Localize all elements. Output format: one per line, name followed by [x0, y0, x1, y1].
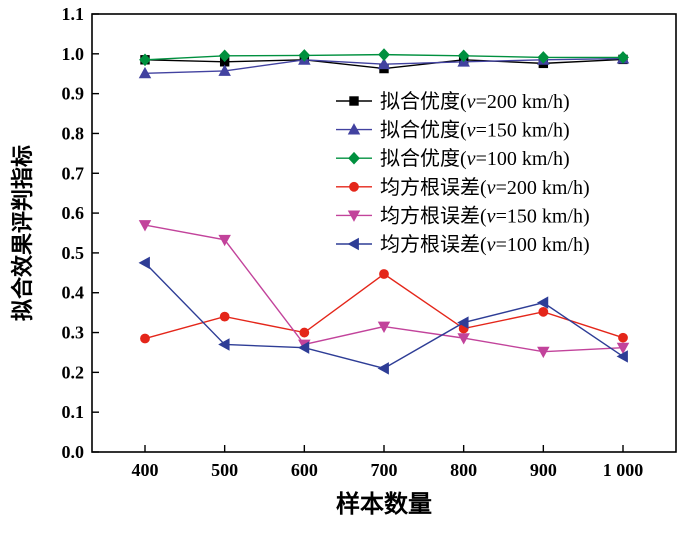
legend-item-0: 拟合优度(v=200 km/h) — [336, 90, 570, 113]
x-tick-label: 600 — [291, 460, 318, 480]
legend-label: 均方根误差(v=100 km/h) — [380, 233, 590, 256]
legend-label: 拟合优度(v=150 km/h) — [380, 119, 570, 142]
legend-item-1: 拟合优度(v=150 km/h) — [336, 119, 570, 142]
x-tick-label: 900 — [530, 460, 557, 480]
x-tick-label: 700 — [371, 460, 398, 480]
y-tick-label: 0.6 — [62, 203, 85, 223]
y-tick-label: 1.1 — [62, 4, 85, 24]
y-tick-label: 0.1 — [62, 402, 85, 422]
y-axis-title: 拟合效果评判指标 — [10, 145, 35, 321]
y-tick-label: 0.0 — [62, 442, 85, 462]
x-axis-title: 样本数量 — [336, 490, 432, 518]
x-tick-label: 400 — [132, 460, 159, 480]
x-tick-label: 500 — [211, 460, 238, 480]
y-tick-label: 0.7 — [62, 163, 85, 183]
legend-label: 拟合优度(v=100 km/h) — [380, 147, 570, 170]
y-tick-label: 0.3 — [62, 323, 85, 343]
legend-label: 拟合优度(v=200 km/h) — [380, 90, 570, 113]
chart-series-4 — [138, 220, 630, 359]
legend-item-2: 拟合优度(v=100 km/h) — [336, 147, 570, 170]
y-tick-label: 0.2 — [62, 362, 85, 382]
legend-item-5: 均方根误差(v=100 km/h) — [336, 233, 590, 256]
legend-item-3: 均方根误差(v=200 km/h) — [336, 176, 590, 199]
x-tick-label: 800 — [450, 460, 477, 480]
chart-series-2 — [139, 48, 629, 67]
axes: 0.0 0.1 0.2 0.3 0.4 0.5 0.6 0.7 0.8 0.9 1.0 1.1 400 5… — [62, 4, 677, 480]
y-tick-label: 0.5 — [62, 243, 85, 263]
y-tick-label: 1.0 — [62, 44, 85, 64]
x-tick-label: 1 000 — [603, 460, 644, 480]
y-tick-label: 0.9 — [62, 84, 85, 104]
chart-series-5 — [138, 256, 628, 375]
y-tick-label: 0.4 — [62, 283, 85, 303]
legend-item-4: 均方根误差(v=150 km/h) — [336, 204, 590, 227]
y-tick-label: 0.8 — [62, 123, 85, 143]
legend-label: 均方根误差(v=200 km/h) — [380, 176, 590, 199]
legend-label: 均方根误差(v=150 km/h) — [380, 204, 590, 227]
